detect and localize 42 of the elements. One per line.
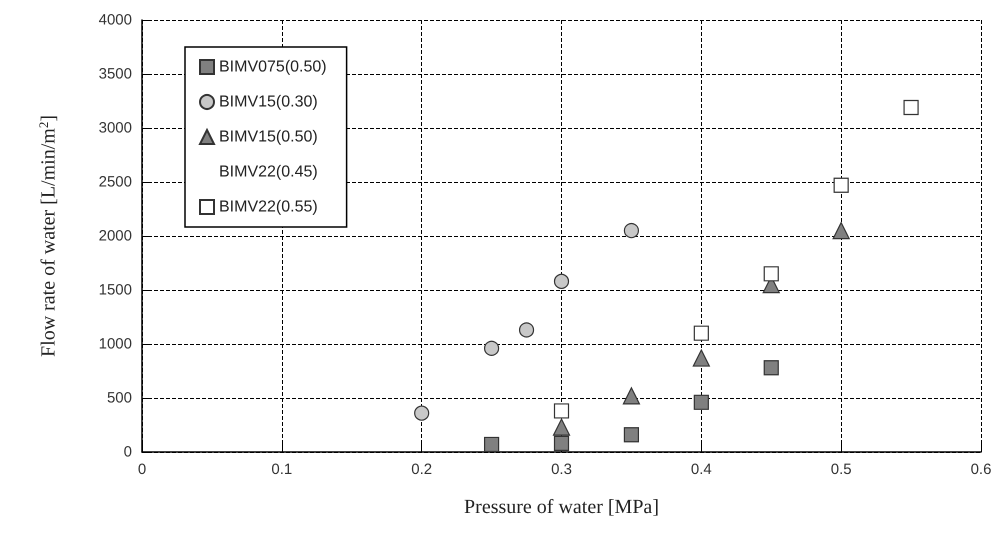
y-axis-title: Flow rate of water [L/min/m2]: [36, 115, 60, 357]
point: [552, 418, 570, 436]
point: [764, 360, 779, 376]
point: [834, 178, 849, 193]
point: [692, 349, 710, 367]
point: [554, 274, 570, 289]
x-tick-label: 0.6: [970, 461, 992, 478]
point: [484, 340, 500, 356]
text: BIMV22(0.45): [219, 164, 318, 180]
x-tick-label: 0: [138, 461, 146, 478]
point: [624, 223, 640, 238]
y-tick-label: 2500: [98, 174, 132, 190]
point: [622, 387, 640, 404]
legend-label: BIMV075(0.50): [219, 58, 327, 76]
y-tick-label: 500: [106, 390, 132, 406]
x-tick-label: 0.5: [830, 461, 852, 478]
point: [484, 436, 500, 452]
point: [764, 266, 779, 282]
y-tick-label: 1500: [98, 282, 132, 298]
y-tick-label: 1000: [98, 336, 132, 352]
legend-label: BIMV15(0.30): [219, 94, 318, 110]
point: [694, 326, 709, 341]
x-tick-label: 0.2: [411, 461, 432, 478]
y-tick-label: 4000: [98, 12, 132, 28]
legend-label: BIMV15(0.50): [219, 128, 318, 146]
x-tick-label: 0.1: [271, 461, 292, 478]
point: [903, 100, 919, 116]
x-tick-label: 0.3: [551, 461, 572, 478]
point: [554, 403, 570, 419]
y-tick-label: 2000: [98, 228, 132, 244]
x-tick-label: 0.4: [690, 461, 712, 478]
point: [624, 427, 640, 442]
point: [414, 406, 430, 421]
x-axis-title: Pressure of water [MPa]: [464, 496, 659, 518]
point: [694, 394, 709, 410]
y-tick-label: 3000: [98, 120, 132, 136]
y-tick-label: 0: [124, 444, 132, 460]
point: [832, 222, 850, 240]
y-tick-label: 3500: [98, 66, 132, 82]
point: [554, 436, 570, 451]
legend-label: BIMV22(0.55): [219, 198, 318, 216]
point: [518, 322, 534, 338]
